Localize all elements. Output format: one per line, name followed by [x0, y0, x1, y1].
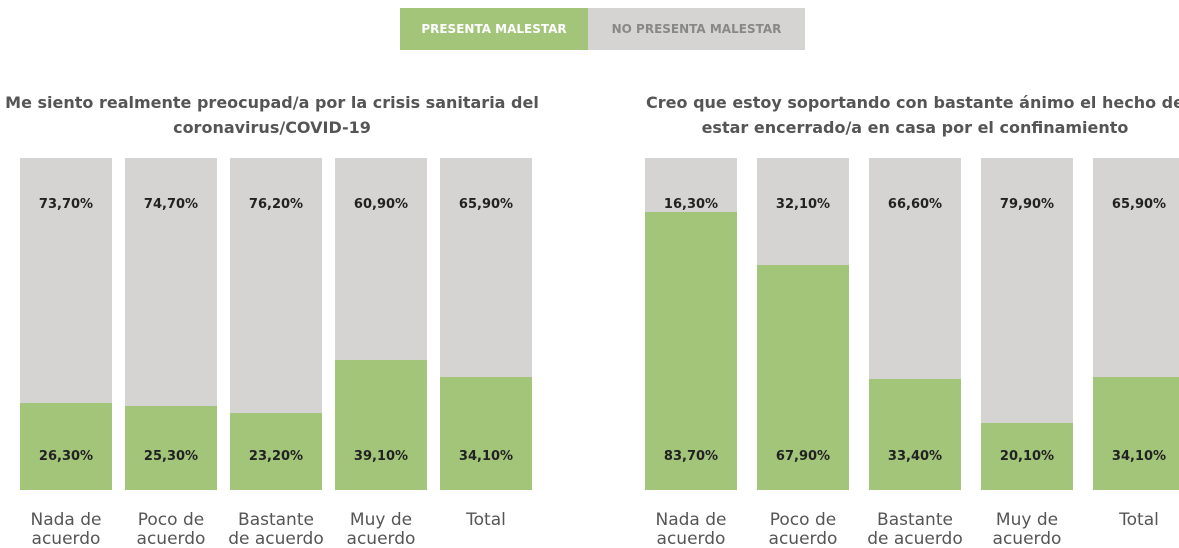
- bar-segment: [440, 158, 532, 377]
- x-tick-label: Bastante de acuerdo: [228, 510, 324, 548]
- x-tick-label: Total: [466, 510, 506, 530]
- bar-segment: [230, 412, 322, 490]
- bar-segment: [869, 379, 961, 490]
- data-label: 39,10%: [353, 449, 409, 464]
- legend-button[interactable]: PRESENTA MALESTAR: [400, 8, 588, 50]
- bar-segment: [125, 406, 217, 490]
- legend-button[interactable]: NO PRESENTA MALESTAR: [588, 8, 805, 50]
- data-label: 79,90%: [999, 197, 1055, 212]
- x-tick-label: Muy de acuerdo: [346, 510, 416, 548]
- bar-segment: [981, 423, 1073, 490]
- bar-segment: [20, 402, 112, 490]
- x-tick-label: Poco de acuerdo: [136, 510, 206, 548]
- bar-segment: [125, 158, 217, 406]
- x-tick-label: Muy de acuerdo: [992, 510, 1062, 548]
- x-tick-label: Poco de acuerdo: [768, 510, 838, 548]
- bar-segment: [230, 158, 322, 413]
- data-label: 26,30%: [38, 449, 94, 464]
- data-label: 74,70%: [143, 197, 199, 212]
- data-label: 76,20%: [248, 197, 304, 212]
- chart-title: Me siento realmente preocupad/a por la c…: [5, 93, 539, 137]
- data-label: 32,10%: [775, 197, 831, 212]
- bar-segment: [757, 264, 849, 490]
- bar-segment: [981, 158, 1073, 424]
- data-label: 83,70%: [663, 449, 719, 464]
- data-label: 73,70%: [38, 197, 94, 212]
- x-tick-label: Nada de acuerdo: [30, 510, 102, 548]
- data-label: 67,90%: [775, 449, 831, 464]
- x-tick-label: Bastante de acuerdo: [867, 510, 963, 548]
- data-label: 34,10%: [458, 449, 514, 464]
- data-label: 65,90%: [1111, 197, 1167, 212]
- bar-segment: [645, 158, 737, 213]
- bar-segment: [1093, 158, 1179, 377]
- data-label: 60,90%: [353, 197, 409, 212]
- data-label: 25,30%: [143, 449, 199, 464]
- data-label: 16,30%: [663, 197, 719, 212]
- data-label: 23,20%: [248, 449, 304, 464]
- bar-segment: [1093, 376, 1179, 490]
- chart-title: Creo que estoy soportando con bastante á…: [646, 93, 1179, 137]
- data-label: 33,40%: [887, 449, 943, 464]
- bar-segment: [335, 360, 427, 490]
- bar-segment: [645, 212, 737, 490]
- bar-segment: [757, 158, 849, 265]
- data-label: 65,90%: [458, 197, 514, 212]
- bar-segment: [869, 158, 961, 380]
- bar-segment: [20, 158, 112, 403]
- data-label: 66,60%: [887, 197, 943, 212]
- data-label: 20,10%: [999, 449, 1055, 464]
- bar-segment: [335, 158, 427, 361]
- x-tick-label: Nada de acuerdo: [655, 510, 727, 548]
- data-label: 34,10%: [1111, 449, 1167, 464]
- x-tick-label: Total: [1119, 510, 1159, 530]
- bar-segment: [440, 376, 532, 490]
